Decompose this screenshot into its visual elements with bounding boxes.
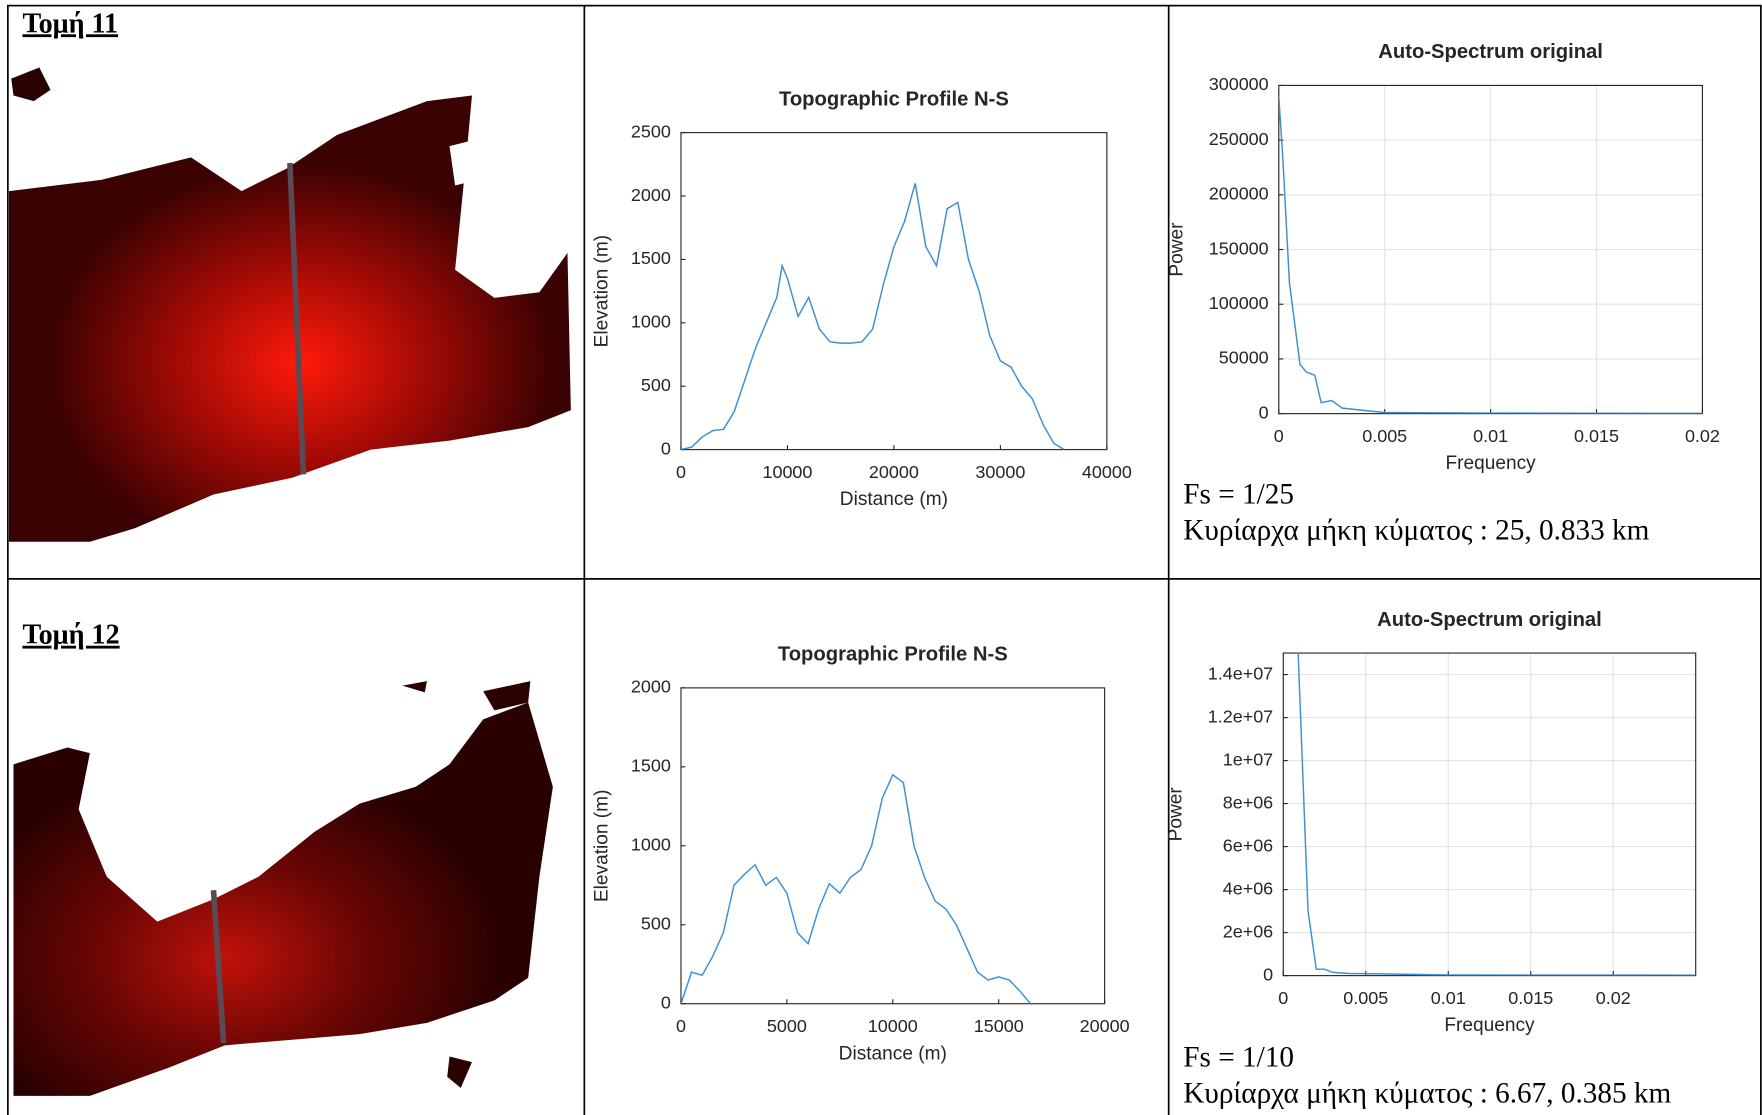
chart-title: Topographic Profile N-S bbox=[779, 88, 1009, 110]
y-tick-label: 0 bbox=[1263, 964, 1273, 984]
y-axis-label: Elevation (m) bbox=[591, 790, 612, 902]
y-tick-label: 8e+06 bbox=[1223, 792, 1273, 812]
x-tick-label: 0.02 bbox=[1596, 988, 1631, 1008]
y-tick-label: 100000 bbox=[1209, 293, 1269, 313]
x-tick-label: 0 bbox=[676, 462, 686, 482]
y-tick-label: 250000 bbox=[1209, 129, 1269, 149]
chart-title: Auto-Spectrum original bbox=[1378, 41, 1603, 63]
y-tick-label: 2000 bbox=[631, 185, 671, 205]
section-label: Τομή 12 bbox=[22, 620, 119, 651]
plot-area bbox=[680, 687, 1105, 1004]
y-tick-label: 2000 bbox=[631, 677, 671, 697]
axes-box bbox=[680, 132, 1108, 451]
x-tick-label: 0.01 bbox=[1473, 426, 1508, 446]
x-tick-label: 30000 bbox=[975, 462, 1025, 482]
data-line bbox=[1278, 96, 1703, 414]
x-tick-label: 20000 bbox=[869, 462, 919, 482]
y-axis-label: Elevation (m) bbox=[591, 235, 612, 347]
y-tick-label: 1500 bbox=[631, 756, 671, 776]
x-tick-label: 5000 bbox=[767, 1016, 807, 1036]
data-line bbox=[1297, 653, 1696, 976]
y-tick-label: 500 bbox=[641, 914, 671, 934]
section-label: Τομή 11 bbox=[22, 8, 118, 39]
chart-title: Topographic Profile N-S bbox=[778, 644, 1008, 666]
map-2 bbox=[13, 681, 553, 1096]
x-axis-label: Distance (m) bbox=[839, 1043, 947, 1064]
y-tick-label: 2e+06 bbox=[1223, 921, 1273, 941]
x-tick-label: 0.005 bbox=[1343, 988, 1388, 1008]
y-tick-label: 1000 bbox=[631, 312, 671, 332]
y-tick-label: 150000 bbox=[1209, 238, 1269, 258]
y-axis-label: Power bbox=[1167, 222, 1188, 277]
axes-box bbox=[680, 687, 1106, 1005]
x-tick-label: 10000 bbox=[868, 1016, 918, 1036]
map-1 bbox=[8, 67, 571, 542]
y-tick-label: 50000 bbox=[1219, 348, 1269, 368]
data-line bbox=[680, 183, 1065, 450]
note: Fs = 1/10 bbox=[1183, 1042, 1294, 1074]
x-tick-label: 0 bbox=[676, 1016, 686, 1036]
y-tick-label: 1500 bbox=[631, 248, 671, 268]
plot-area bbox=[680, 132, 1107, 450]
x-tick-label: 0 bbox=[1278, 988, 1288, 1008]
y-tick-label: 0 bbox=[661, 438, 671, 458]
x-tick-label: 0.015 bbox=[1508, 988, 1553, 1008]
y-tick-label: 2500 bbox=[631, 121, 671, 141]
y-tick-label: 1000 bbox=[631, 835, 671, 855]
table-borders bbox=[7, 4, 1762, 1115]
y-tick-label: 1.4e+07 bbox=[1208, 663, 1273, 683]
chart-title: Auto-Spectrum original bbox=[1377, 609, 1602, 631]
x-axis-label: Distance (m) bbox=[840, 489, 948, 510]
x-tick-label: 0.005 bbox=[1362, 426, 1407, 446]
y-tick-label: 4e+06 bbox=[1223, 878, 1273, 898]
x-axis-label: Frequency bbox=[1446, 453, 1537, 474]
y-tick-label: 6e+06 bbox=[1223, 835, 1273, 855]
x-tick-label: 0.015 bbox=[1574, 426, 1619, 446]
x-tick-label: 10000 bbox=[762, 462, 812, 482]
x-tick-label: 0.02 bbox=[1685, 426, 1720, 446]
note: Κυρίαρχα μήκη κύματος : 6.67, 0.385 km bbox=[1183, 1078, 1671, 1110]
y-tick-label: 200000 bbox=[1209, 184, 1269, 204]
y-tick-label: 0 bbox=[661, 992, 671, 1012]
data-line bbox=[680, 773, 1032, 1004]
note: Fs = 1/25 bbox=[1183, 479, 1294, 511]
y-tick-label: 0 bbox=[1259, 402, 1269, 422]
y-tick-label: 1.2e+07 bbox=[1208, 706, 1273, 726]
x-tick-label: 20000 bbox=[1080, 1016, 1130, 1036]
y-tick-label: 1e+07 bbox=[1223, 749, 1273, 769]
x-axis-label: Frequency bbox=[1444, 1015, 1535, 1036]
x-tick-label: 15000 bbox=[974, 1016, 1024, 1036]
y-tick-label: 500 bbox=[641, 375, 671, 395]
note: Κυρίαρχα μήκη κύματος : 25, 0.833 km bbox=[1183, 514, 1649, 546]
x-tick-label: 0.01 bbox=[1431, 988, 1466, 1008]
x-tick-label: 40000 bbox=[1082, 462, 1132, 482]
plot-area bbox=[1283, 653, 1696, 976]
x-tick-label: 0 bbox=[1274, 426, 1284, 446]
y-tick-label: 300000 bbox=[1209, 74, 1269, 94]
y-axis-label: Power bbox=[1166, 787, 1187, 842]
